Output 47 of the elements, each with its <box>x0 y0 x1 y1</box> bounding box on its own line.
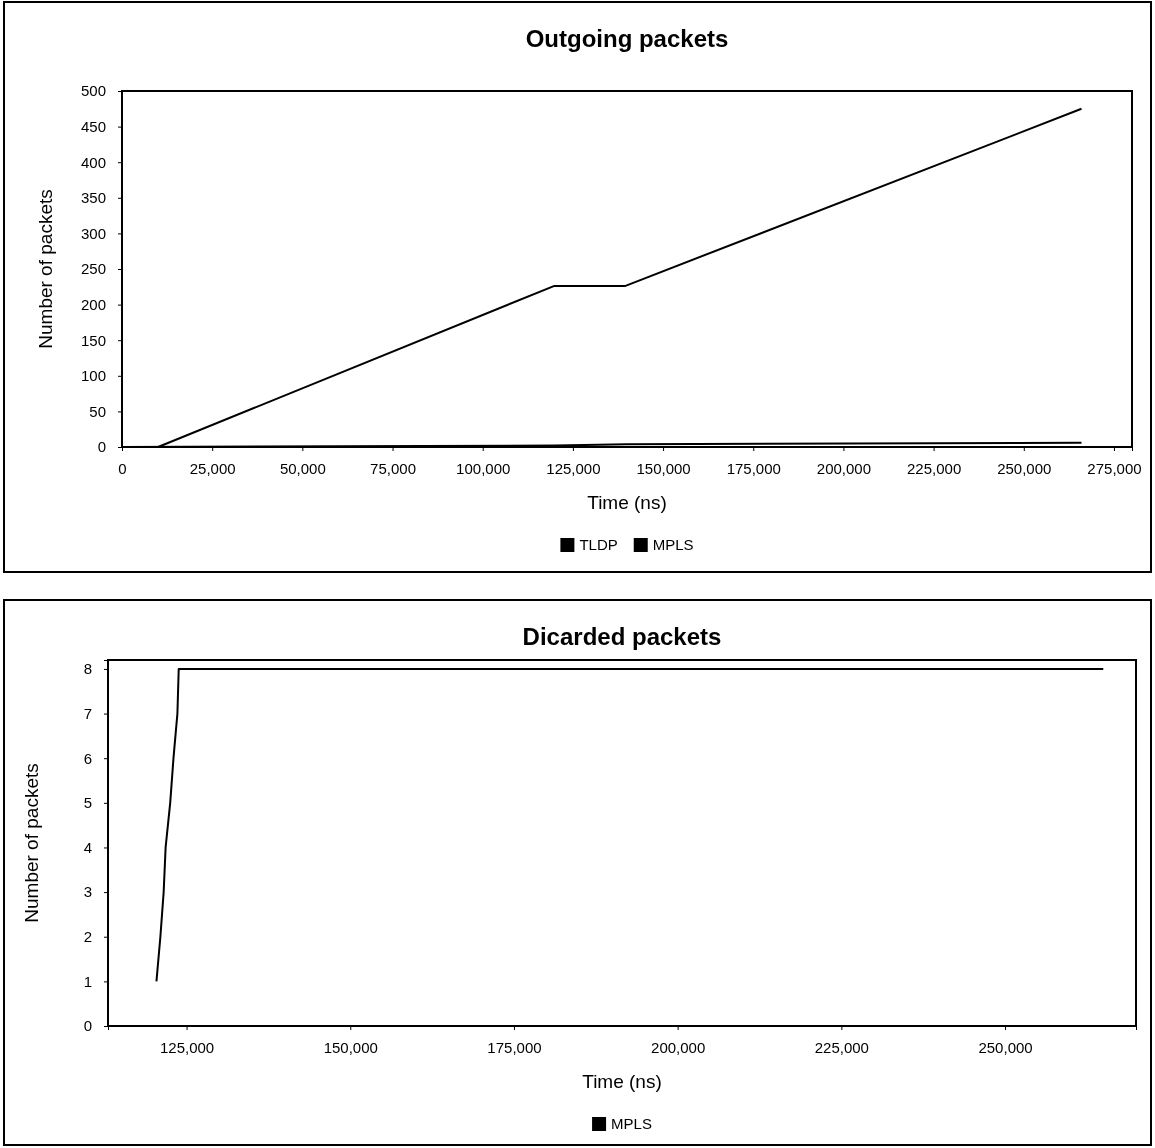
y-tick-label: 100 <box>80 367 106 385</box>
y-tick-label: 3 <box>83 883 92 901</box>
x-axis-title: Time (ns) <box>587 492 667 513</box>
x-tick-label: 25,000 <box>189 459 236 477</box>
legend-label: TLDP <box>579 536 618 553</box>
y-tick-label: 0 <box>83 1017 92 1035</box>
y-tick-label: 400 <box>80 153 106 171</box>
y-axis-title: Number of packets <box>21 763 42 923</box>
x-tick-label: 250,000 <box>978 1038 1033 1056</box>
x-tick-label: 275,000 <box>1087 459 1142 477</box>
y-tick-label: 6 <box>83 749 92 767</box>
y-tick-label: 4 <box>83 838 92 856</box>
y-tick-label: 250 <box>80 260 106 278</box>
y-tick-label: 500 <box>80 82 106 100</box>
x-tick-label: 175,000 <box>487 1038 542 1056</box>
x-axis-title: Time (ns) <box>582 1071 662 1092</box>
y-tick-label: 200 <box>80 295 106 313</box>
legend-label: MPLS <box>611 1115 652 1132</box>
x-tick-label: 50,000 <box>279 459 326 477</box>
x-tick-label: 250,000 <box>997 459 1052 477</box>
chart-title: Dicarded packets <box>522 623 722 650</box>
y-tick-label: 50 <box>89 402 106 420</box>
x-tick-label: 200,000 <box>816 459 872 477</box>
x-tick-label: 0 <box>118 459 127 477</box>
x-tick-label: 225,000 <box>814 1038 869 1056</box>
y-tick-label: 150 <box>80 331 106 349</box>
y-tick-label: 300 <box>80 224 106 242</box>
y-tick-label: 450 <box>80 117 106 135</box>
x-tick-label: 150,000 <box>636 459 691 477</box>
chart-title: Outgoing packets <box>525 25 729 52</box>
x-tick-label: 150,000 <box>323 1038 378 1056</box>
x-tick-label: 125,000 <box>546 459 601 477</box>
y-tick-label: 8 <box>83 660 92 678</box>
x-tick-label: 125,000 <box>159 1038 215 1056</box>
y-tick-label: 1 <box>83 972 92 990</box>
y-tick-label: 350 <box>80 189 106 207</box>
x-tick-label: 200,000 <box>651 1038 706 1056</box>
x-tick-label: 75,000 <box>370 459 416 477</box>
x-tick-label: 175,000 <box>726 459 781 477</box>
y-tick-label: 2 <box>83 928 92 946</box>
x-tick-label: 225,000 <box>906 459 962 477</box>
x-tick-label: 100,000 <box>456 459 511 477</box>
y-axis-title: Number of packets <box>35 189 56 349</box>
y-tick-label: 5 <box>83 794 92 812</box>
y-tick-label: 0 <box>97 438 106 456</box>
y-tick-label: 7 <box>83 704 92 722</box>
legend-label: MPLS <box>652 536 694 553</box>
